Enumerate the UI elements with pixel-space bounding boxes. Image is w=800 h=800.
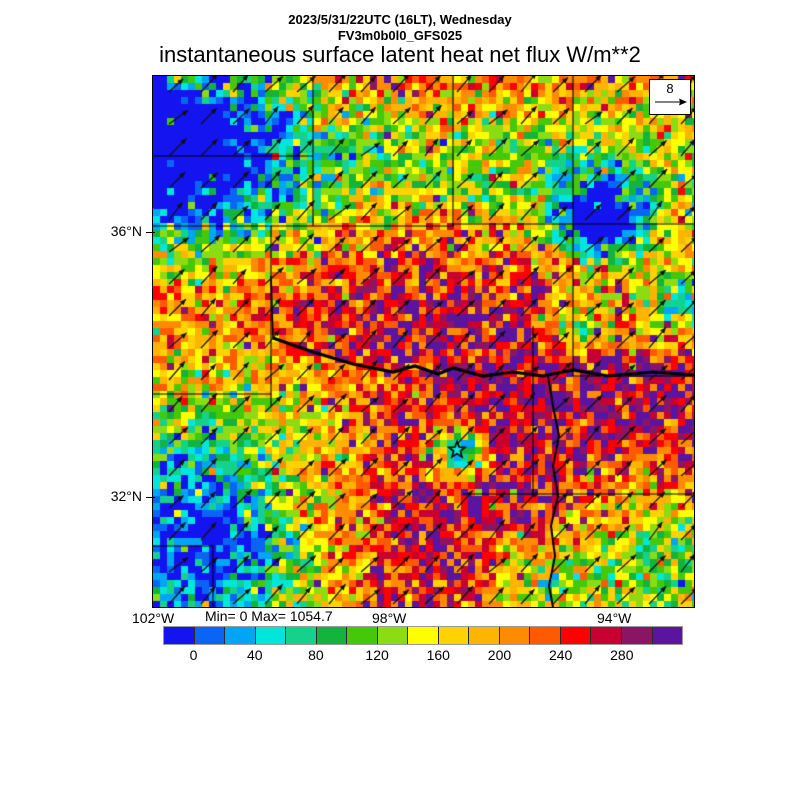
- lat-label-32: 32°N: [110, 488, 142, 504]
- colorbar-swatch-11: [499, 627, 531, 644]
- heatmap-canvas: [153, 76, 694, 607]
- colorbar-tick-280: 280: [610, 647, 634, 663]
- map-plot-area[interactable]: 8: [152, 75, 695, 608]
- colorbar-swatch-2: [225, 627, 256, 644]
- colorbar-swatch-16: [652, 627, 683, 644]
- colorbar-swatch-14: [591, 627, 622, 644]
- lon-label-94: 94°W: [597, 610, 632, 626]
- colorbar-tick-80: 80: [308, 647, 324, 663]
- colorbar-swatch-0: [164, 627, 195, 644]
- date-header: 2023/5/31/22UTC (16LT), Wednesday: [288, 12, 512, 27]
- minmax-stats-label: Min= 0 Max= 1054.7: [205, 608, 333, 624]
- colorbar-tick-0: 0: [189, 647, 198, 663]
- colorbar[interactable]: [163, 626, 683, 645]
- colorbar-swatch-9: [438, 627, 470, 644]
- colorbar-swatch-7: [377, 627, 409, 644]
- lon-label-102: 102°W: [132, 610, 175, 626]
- page-title: instantaneous surface latent heat net fl…: [159, 42, 641, 67]
- colorbar-tick-labels: 0 40 80 120 160 200 240 280: [163, 647, 683, 665]
- lat-label-36: 36°N: [110, 223, 142, 239]
- colorbar-tick-120: 120: [365, 647, 389, 663]
- colorbar-swatch-8: [408, 627, 439, 644]
- wind-vector-legend: 8: [649, 79, 691, 115]
- colorbar-swatch-15: [621, 627, 653, 644]
- model-header: FV3m0b0l0_GFS025: [337, 28, 463, 43]
- colorbar-swatch-13: [560, 627, 592, 644]
- colorbar-swatch-3: [255, 627, 287, 644]
- lat-tick-32: [146, 497, 155, 498]
- colorbar-tick-200: 200: [487, 647, 512, 663]
- colorbar-tick-240: 240: [548, 647, 573, 663]
- colorbar-tick-40: 40: [246, 647, 263, 663]
- colorbar-tick-160: 160: [426, 647, 450, 663]
- colorbar-swatch-10: [469, 627, 500, 644]
- lon-label-98: 98°W: [372, 610, 407, 626]
- lat-tick-36: [146, 232, 155, 233]
- colorbar-swatch-12: [530, 627, 561, 644]
- colorbar-swatch-4: [286, 627, 317, 644]
- colorbar-swatch-6: [347, 627, 378, 644]
- colorbar-swatch-1: [194, 627, 226, 644]
- arrow-right-icon: [655, 98, 687, 106]
- wind-vector-magnitude: 8: [666, 81, 674, 96]
- colorbar-swatch-5: [316, 627, 348, 644]
